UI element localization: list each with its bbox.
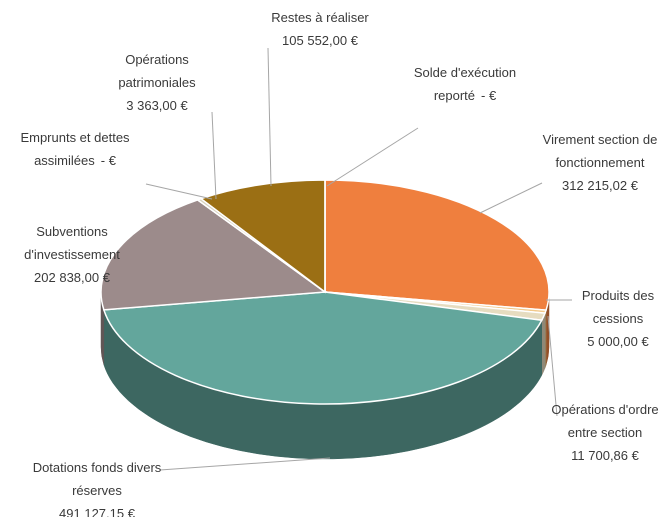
value-label: - € — [100, 153, 116, 168]
leader-line — [145, 183, 213, 200]
value-label: 312 215,02 € — [562, 178, 638, 193]
slice — [100, 199, 328, 311]
slice — [199, 179, 326, 294]
slice — [324, 179, 550, 311]
value-label: 202 838,00 € — [34, 270, 110, 285]
category-label: Restes à réaliser — [271, 10, 369, 25]
category-label: Subventions d'investissement — [24, 224, 120, 262]
category-label: Emprunts et dettes assimilées — [20, 130, 130, 168]
slice-label: Solde d'exécution reporté - € — [410, 61, 520, 107]
category-label: Solde d'exécution reporté — [413, 65, 517, 103]
value-label: 3 363,00 € — [126, 98, 188, 113]
slice-label: Subventions d'investissement 202 838,00 € — [2, 220, 142, 289]
category-label: Produits des cessions — [581, 288, 655, 326]
value-label: 5 000,00 € — [587, 334, 649, 349]
slice-label: Emprunts et dettes assimilées - € — [15, 126, 135, 172]
leader-line — [159, 457, 331, 471]
value-label: 105 552,00 € — [282, 33, 358, 48]
slice-label: Opérations patrimoniales 3 363,00 € — [92, 48, 222, 117]
slice-side — [541, 313, 546, 376]
category-label: Virement section de fonctionnement — [542, 132, 658, 170]
leader-line — [326, 127, 419, 187]
value-label: 11 700,86 € — [571, 448, 639, 463]
slice — [102, 291, 543, 405]
leader-line — [211, 111, 217, 200]
slice-label: Restes à réaliser 105 552,00 € — [250, 6, 390, 52]
value-label: - € — [481, 88, 497, 103]
leader-line — [267, 47, 272, 187]
category-label: Dotations fonds divers réserves — [32, 460, 162, 498]
slice-label: Opérations d'ordre entre section 11 700,8… — [550, 398, 660, 467]
value-label: 491 127,15 € — [59, 506, 135, 517]
slice-label: Virement section de fonctionnement 312 21… — [535, 128, 665, 197]
category-label: Opérations d'ordre entre section — [551, 402, 659, 440]
slice-label: Dotations fonds divers réserves 491 127,1… — [32, 456, 162, 517]
category-label: Opérations patrimoniales — [118, 52, 196, 90]
slice-label: Produits des cessions 5 000,00 € — [568, 284, 668, 353]
leader-line — [547, 315, 558, 417]
leader-line — [479, 182, 543, 214]
